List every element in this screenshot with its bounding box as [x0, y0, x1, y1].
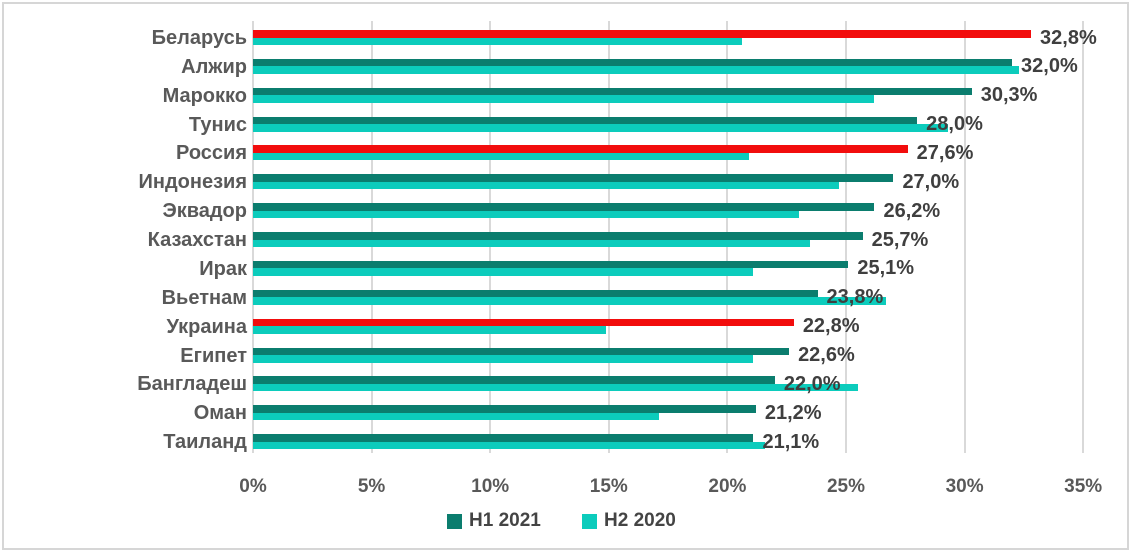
data-label: 32,8%	[1040, 26, 1097, 49]
bar-h2-2020	[253, 124, 948, 132]
bar-h1-2021	[253, 318, 794, 327]
legend-swatch-h2-2020	[582, 513, 597, 529]
category-label: Вьетнам	[161, 286, 247, 309]
bar-h2-2020	[253, 412, 659, 421]
bar-h1-2021	[253, 87, 972, 96]
bar-h2-2020	[253, 268, 754, 276]
category-label: Алжир	[181, 55, 247, 78]
data-label: 26,2%	[883, 199, 941, 222]
category-label: Оман	[193, 402, 247, 425]
bar-h1-2021	[253, 58, 1013, 67]
category-label: Эквадор	[162, 200, 247, 223]
data-label: 25,1%	[857, 257, 915, 280]
bar-h1-2021	[253, 405, 756, 413]
bar-h2-2020	[253, 326, 607, 334]
legend-label: H1 2021	[469, 510, 541, 531]
data-label: 22,0%	[783, 372, 841, 395]
legend-item-h1-2021: H1 2021	[447, 510, 541, 532]
bar-h1-2021	[253, 289, 818, 298]
bar-h2-2020	[253, 152, 749, 161]
bar-h1-2021	[253, 30, 1032, 38]
x-tick-label: 35%	[1064, 476, 1103, 497]
bar-h2-2020	[253, 210, 799, 219]
legend: H1 2021 H2 2020	[0, 506, 1131, 532]
x-tick-label: 10%	[471, 476, 510, 497]
bar-h1-2021	[253, 203, 875, 211]
x-tick-label: 20%	[708, 476, 747, 497]
legend-swatch-h1-2021	[447, 513, 462, 529]
data-label: 21,2%	[764, 401, 822, 424]
x-tick-label: 30%	[945, 476, 984, 497]
bar-h1-2021	[253, 232, 863, 240]
category-label: Египет	[180, 344, 247, 367]
legend-item-h2-2020: H2 2020	[582, 510, 676, 532]
data-label: 32,0%	[1021, 55, 1078, 78]
bar-h2-2020	[253, 95, 875, 103]
bar-h2-2020	[253, 181, 839, 190]
category-label: Бангладеш	[137, 373, 247, 396]
data-label: 28,0%	[926, 113, 983, 136]
bar-h2-2020	[253, 355, 754, 363]
category-label: Тунис	[188, 113, 247, 136]
bar-h1-2021	[253, 434, 754, 442]
data-label: 22,6%	[798, 344, 855, 367]
data-label: 23,8%	[826, 286, 884, 309]
data-label: 25,7%	[871, 228, 929, 251]
x-tick-label: 5%	[357, 476, 386, 497]
data-label: 27,0%	[902, 170, 960, 193]
bar-h2-2020	[253, 297, 887, 305]
bar-h1-2021	[253, 145, 908, 153]
bar-h1-2021	[253, 347, 790, 356]
category-label: Украина	[166, 315, 247, 338]
bar-h1-2021	[253, 116, 918, 125]
bar-h2-2020	[253, 383, 858, 392]
legend-label: H2 2020	[604, 510, 676, 531]
category-label: Россия	[175, 142, 247, 165]
bar-h2-2020	[253, 66, 1020, 74]
category-label: Беларусь	[151, 27, 247, 49]
data-label: 27,6%	[916, 141, 974, 164]
category-label: Таиланд	[163, 431, 247, 454]
x-tick-label: 15%	[589, 476, 628, 497]
bar-h1-2021	[253, 260, 849, 269]
gridline-35%	[1082, 21, 1085, 453]
data-label: 30,3%	[980, 84, 1038, 107]
category-label: Казахстан	[147, 229, 247, 252]
data-label: 22,8%	[802, 315, 860, 338]
category-label: Марокко	[162, 84, 247, 107]
category-label: Индонезия	[138, 171, 247, 194]
bar-h2-2020	[253, 441, 766, 450]
bar-h2-2020	[253, 239, 811, 248]
category-label: Ирак	[199, 257, 247, 280]
gridline-30%	[963, 21, 966, 453]
x-tick-label: 0%	[239, 476, 267, 497]
x-tick-label: 25%	[826, 476, 866, 497]
bar-h2-2020	[253, 37, 742, 45]
bar-h1-2021	[253, 376, 775, 384]
bar-h1-2021	[253, 174, 894, 182]
data-label: 21,1%	[762, 430, 820, 453]
